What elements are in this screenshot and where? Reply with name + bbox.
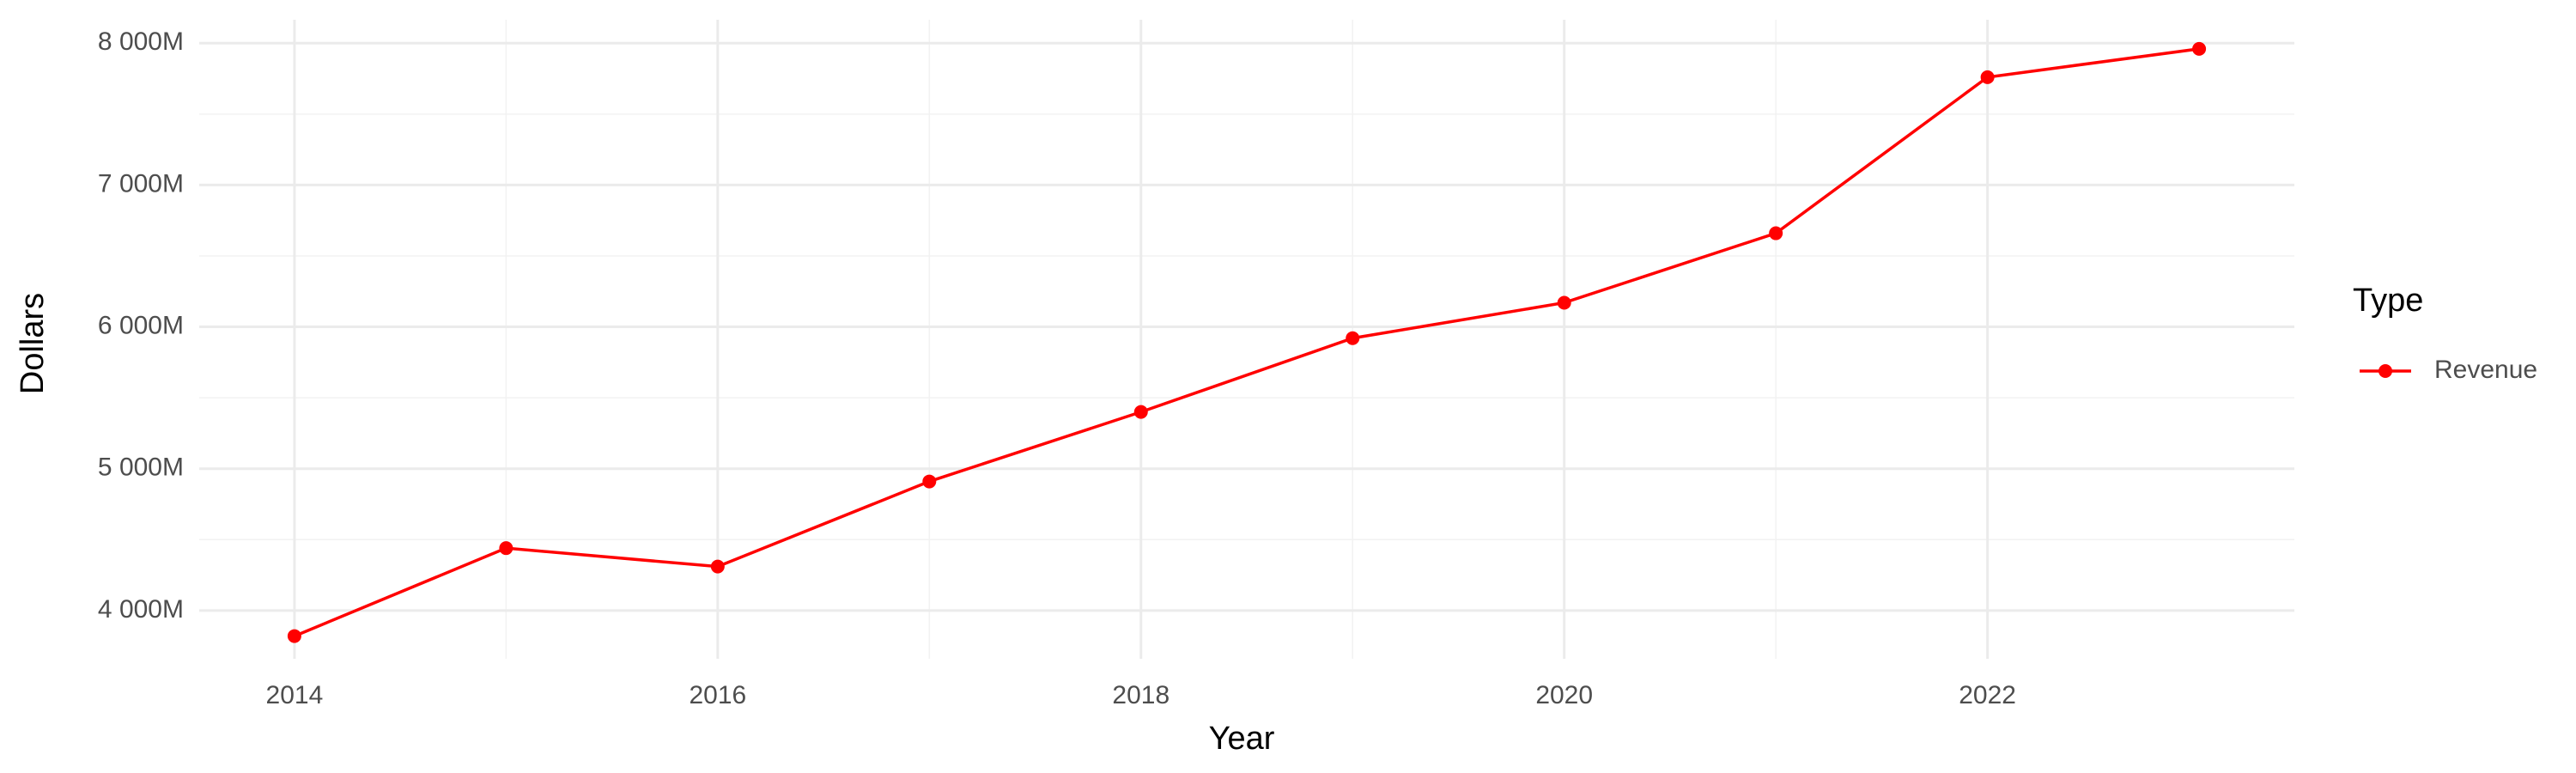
legend-label: Revenue — [2434, 356, 2537, 384]
line — [294, 47, 2200, 638]
y-tick-label: 7 000M — [98, 169, 184, 198]
x-tick-label: 2018 — [1112, 681, 1170, 709]
point — [1346, 331, 1360, 345]
x-tick-label: 2022 — [1959, 681, 2016, 709]
x-tick-label: 2014 — [266, 681, 324, 709]
point — [499, 541, 513, 556]
x-axis-title: Year — [1209, 721, 1275, 757]
y-tick-label: 4 000M — [98, 595, 184, 624]
point — [1769, 226, 1783, 240]
point — [710, 559, 725, 574]
y-axis-title: Dollars — [15, 293, 51, 394]
point — [1557, 295, 1571, 310]
y-tick-label: 6 000M — [98, 311, 184, 339]
y-tick-label: 5 000M — [98, 453, 184, 482]
point — [1133, 405, 1148, 419]
point — [1980, 70, 1995, 84]
legend-point — [2379, 364, 2392, 378]
x-tick-label: 2020 — [1535, 681, 1593, 709]
legend-title: Type — [2353, 283, 2423, 319]
point — [922, 474, 937, 489]
x-tick-label: 2016 — [689, 681, 746, 709]
point — [2192, 41, 2207, 56]
point — [287, 629, 301, 643]
grid — [199, 20, 2294, 659]
y-tick-label: 8 000M — [98, 27, 184, 56]
